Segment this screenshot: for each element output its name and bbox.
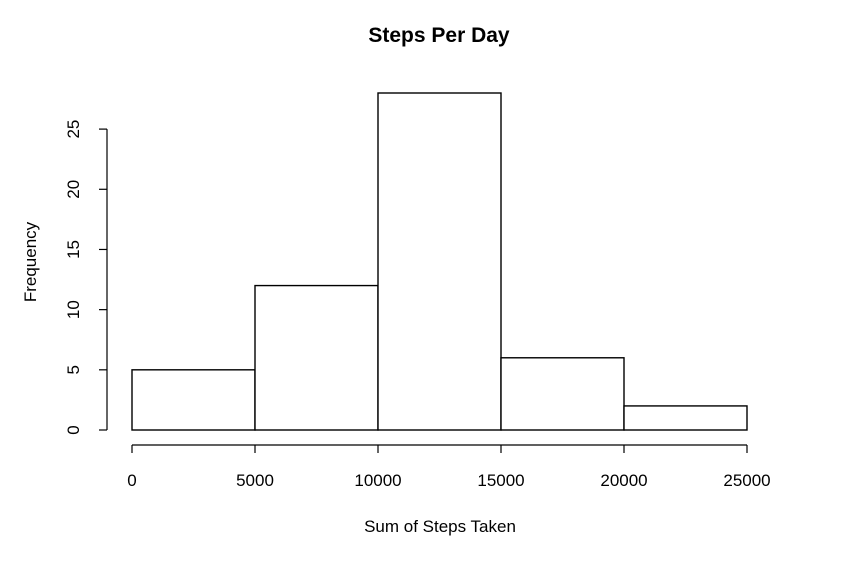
x-tick-label-1: 5000 — [236, 471, 274, 490]
y-tick-label-1: 5 — [64, 365, 83, 374]
x-tick-label-0: 0 — [127, 471, 136, 490]
y-axis: 0 5 10 15 20 25 — [64, 120, 108, 435]
bar-4 — [623, 405, 748, 431]
x-axis: 0 5000 10000 15000 20000 25000 — [127, 444, 771, 490]
bar-3 — [500, 357, 625, 431]
chart-title: Steps Per Day — [368, 24, 510, 47]
bar-2 — [377, 92, 502, 431]
bars-group — [131, 92, 748, 431]
x-tick-label-3: 15000 — [477, 471, 524, 490]
x-axis-label: Sum of Steps Taken — [364, 517, 516, 536]
bar-0 — [131, 369, 256, 431]
x-tick-label-4: 20000 — [600, 471, 647, 490]
bar-1 — [254, 284, 379, 431]
y-tick-label-3: 15 — [64, 240, 83, 259]
x-tick-label-5: 25000 — [723, 471, 770, 490]
y-tick-label-0: 0 — [64, 425, 83, 434]
x-tick-label-2: 10000 — [354, 471, 401, 490]
y-axis-label: Frequency — [21, 221, 40, 302]
y-tick-label-5: 25 — [64, 120, 83, 139]
y-tick-label-4: 20 — [64, 180, 83, 199]
y-tick-label-2: 10 — [64, 300, 83, 319]
